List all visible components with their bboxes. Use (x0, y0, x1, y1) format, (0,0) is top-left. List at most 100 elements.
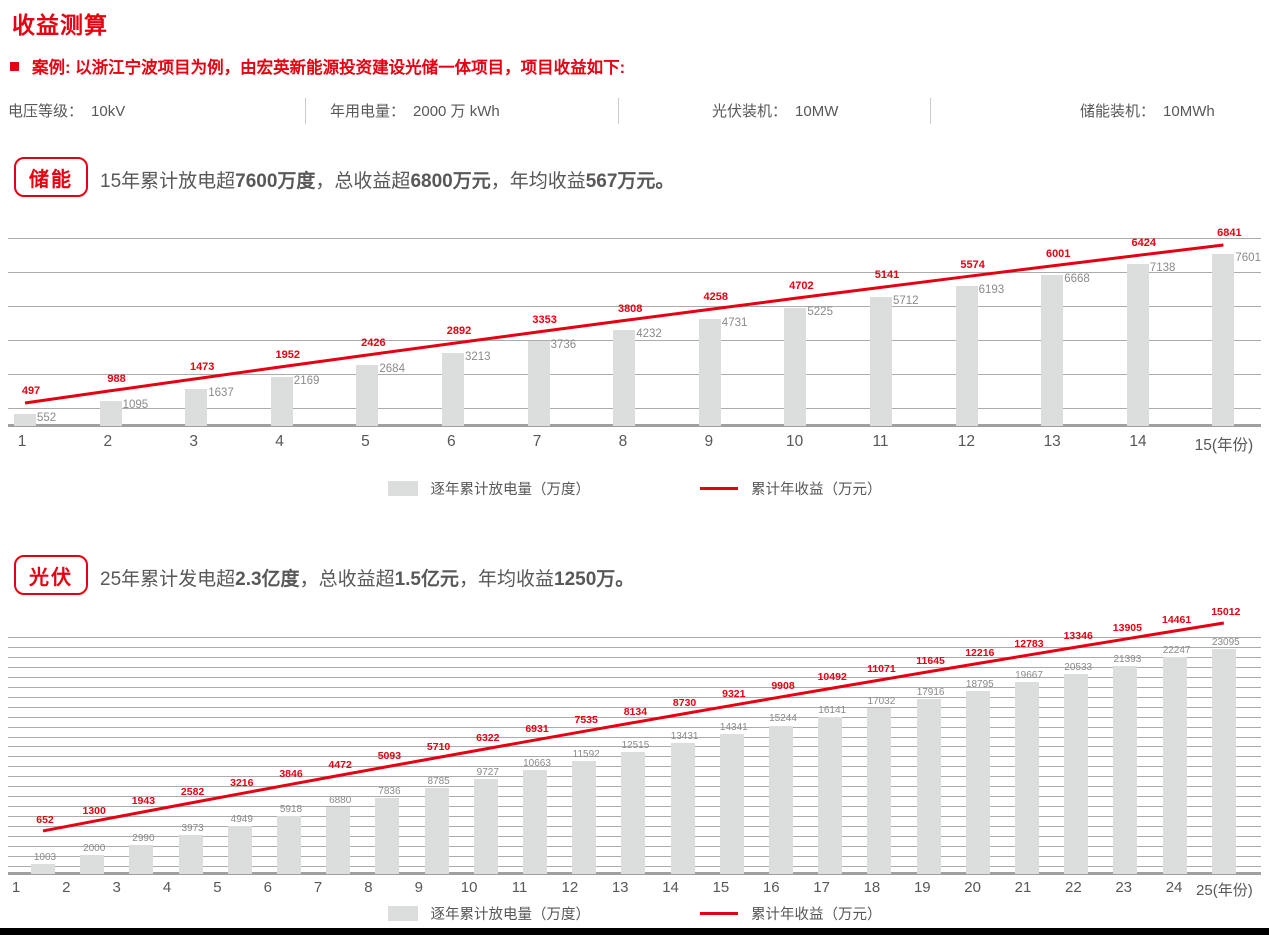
info-voltage: 电压等级： 10kV (8, 100, 125, 121)
headline-segment: 1250万。 (554, 569, 635, 590)
info-storage-capacity: 储能装机： 10MWh (1080, 100, 1215, 121)
x-tick-label: 25(年份) (1196, 882, 1253, 899)
bar-series-swatch (387, 481, 418, 496)
pv-chart-legend: 逐年累计放电量（万度） 累计年收益（万元） (0, 903, 1269, 924)
line-point-label: 5093 (377, 749, 402, 762)
x-tick-label: 14 (1129, 433, 1147, 450)
bar (1041, 275, 1064, 426)
storage-chart: 552 1095 1637 2169 2684 3213 3736 4232 4731 5225 5… (0, 227, 1269, 454)
info-annual-consumption-label: 年用电量： (330, 103, 406, 120)
line-point-label: 3846 (279, 767, 303, 780)
headline-segment: 15年累计放电超 (100, 171, 236, 192)
x-tick-label: 9 (704, 433, 714, 450)
bar (621, 752, 646, 874)
line-point-label: 1473 (189, 360, 215, 373)
line-point-label: 497 (21, 385, 41, 398)
bar-value-label: 6193 (978, 283, 1005, 296)
gridline (8, 726, 1261, 728)
bar-value-label: 19667 (1015, 670, 1043, 682)
bar (613, 330, 636, 426)
x-tick-label: 19 (913, 879, 931, 896)
line-point-label: 5574 (960, 258, 985, 271)
bar (1113, 665, 1138, 874)
bar (31, 864, 55, 874)
line-point-label: 14461 (1161, 614, 1192, 627)
line-point-label: 6001 (1045, 247, 1071, 260)
bar (1211, 649, 1236, 874)
bar (965, 690, 990, 874)
info-pv-capacity: 光伏装机： 10MW (712, 100, 838, 121)
bar-value-label: 10663 (523, 758, 551, 770)
pv-badge: 光伏 (14, 555, 88, 595)
gridline (8, 736, 1261, 738)
line-point-label: 15012 (1211, 606, 1241, 619)
line-point-label: 8730 (672, 696, 697, 709)
x-tick-label: 15(年份) (1194, 437, 1254, 454)
bar (769, 725, 793, 874)
bar (185, 388, 208, 426)
line-point-label: 11071 (867, 663, 896, 676)
bar-value-label: 16141 (818, 704, 847, 716)
bar (1015, 682, 1039, 874)
info-voltage-label: 电压等级： (8, 103, 84, 120)
bar-value-label: 1003 (33, 852, 57, 864)
bullet-square-icon (10, 61, 19, 71)
gridline (8, 746, 1261, 748)
case-row: 案例: 以浙江宁波项目为例，由宏英新能源投资建设光储一体项目，项目收益如下: (10, 54, 625, 78)
revenue-line-layer (24, 243, 1224, 405)
bar-value-label: 9727 (476, 767, 499, 779)
bar (442, 353, 464, 426)
bar-value-label: 4731 (721, 316, 748, 329)
gridline (8, 676, 1261, 678)
gridline (8, 306, 1261, 307)
bar-value-label: 7836 (378, 785, 401, 797)
line-point-label: 6841 (1217, 227, 1242, 239)
line-point-label: 2892 (446, 325, 472, 338)
gridline (8, 656, 1261, 658)
gridline (8, 706, 1261, 708)
x-tick-label: 12 (957, 433, 975, 450)
bar (1162, 657, 1187, 874)
info-storage-capacity-label: 储能装机： (1080, 103, 1156, 120)
gridline (8, 272, 1261, 273)
bar (99, 401, 122, 426)
bar-value-label: 2990 (132, 832, 155, 844)
bar (178, 835, 203, 874)
pv-headline: 25年累计发电超2.3亿度，总收益超1.5亿元，年均收益1250万。 (100, 564, 634, 591)
line-point-label: 4702 (789, 280, 814, 293)
bar (955, 285, 978, 426)
line-point-label: 12216 (965, 646, 995, 659)
x-tick-label: 7 (313, 879, 323, 896)
bar-value-label: 3736 (550, 339, 577, 352)
legend-label-discharge: 逐年累计放电量（万度） (430, 482, 591, 498)
x-tick-label: 18 (863, 879, 881, 896)
bar (424, 788, 449, 874)
headline-segment: ，总收益超 (299, 569, 395, 590)
line-point-label: 6424 (1131, 237, 1157, 250)
bar (356, 365, 379, 426)
line-point-label: 10492 (817, 671, 847, 684)
line-point-label: 9321 (722, 688, 746, 701)
gridline (8, 646, 1261, 648)
bar-value-label: 18795 (965, 678, 994, 690)
info-annual-consumption-value: 2000 万 kWh (413, 103, 500, 120)
bar (80, 854, 105, 874)
x-tick-label: 14 (662, 879, 679, 896)
bar (1126, 264, 1149, 426)
x-tick-label: 3 (112, 879, 121, 896)
bar-value-label: 7601 (1235, 251, 1261, 264)
x-tick-label: 5 (361, 433, 370, 450)
bar (818, 716, 843, 874)
x-tick-label: 22 (1065, 879, 1082, 896)
bar (277, 816, 301, 874)
x-tick-label: 6 (263, 879, 272, 896)
bar (326, 806, 351, 874)
bar-value-label: 3973 (181, 823, 204, 835)
headline-segment: ，总收益超 (315, 171, 411, 192)
line-point-label: 6931 (525, 723, 549, 736)
legend-label-revenue: 累计年收益（万元） (751, 482, 882, 498)
line-point-label: 8134 (623, 705, 648, 718)
x-tick-label: 24 (1165, 879, 1183, 896)
line-point-label: 9908 (771, 679, 795, 692)
